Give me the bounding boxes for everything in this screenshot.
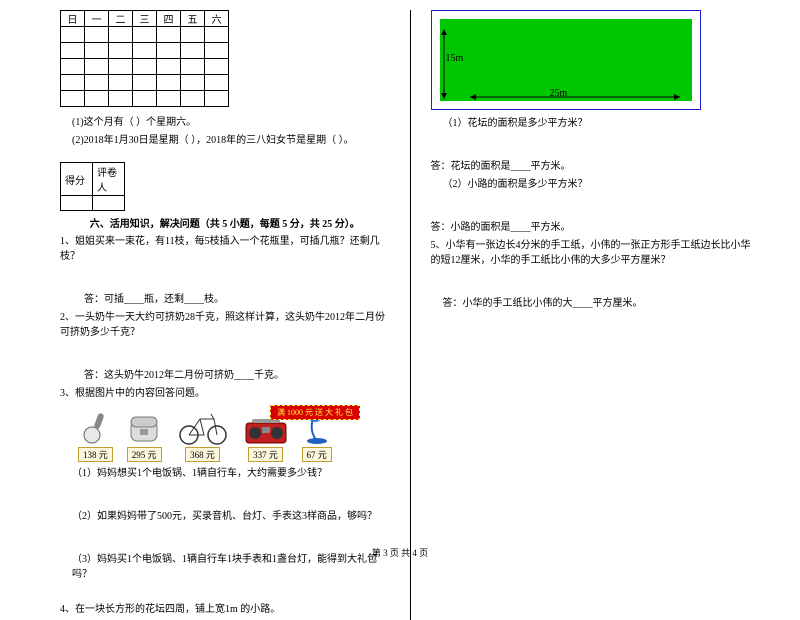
cal-hdr: 六 — [205, 11, 229, 27]
cal-hdr: 四 — [157, 11, 181, 27]
price-tag: 368 元 — [185, 447, 220, 462]
calendar-row — [61, 27, 229, 43]
question-1: 1、姐姐买来一束花，有11枝，每5枝插入一个花瓶里，可插几瓶？还剩几枝？ — [60, 234, 390, 264]
cal-hdr: 一 — [85, 11, 109, 27]
price-tag: 295 元 — [127, 447, 162, 462]
cal-question-1: (1)这个月有（ ）个星期六。 — [60, 115, 390, 130]
calendar-row — [61, 75, 229, 91]
score-label: 得分 — [61, 163, 93, 196]
question-5: 5、小华有一张边长4分米的手工纸，小伟的一张正方形手工纸边长比小华的短12厘米，… — [431, 238, 761, 268]
product-radio: 337 元 — [244, 417, 288, 462]
dim-lines-icon — [440, 19, 692, 101]
watch-icon — [82, 411, 108, 445]
product-watch: 138 元 — [78, 411, 113, 462]
section-6-title: 六、活用知识，解决问题（共 5 小题，每题 5 分，共 25 分）。 — [60, 215, 390, 230]
product-area: 满 1000 元 送 大 礼 包 138 元 295 元 — [60, 409, 390, 462]
question-3: 3、根据图片中的内容回答问题。 — [60, 386, 390, 401]
question-1-answer: 答：可插____瓶，还剩____枝。 — [60, 292, 390, 307]
price-tag: 67 元 — [302, 447, 332, 462]
right-q1: （1）花坛的面积是多少平方米？ — [431, 116, 761, 131]
cal-hdr: 五 — [181, 11, 205, 27]
question-5-answer: 答：小华的手工纸比小伟的大____平方厘米。 — [431, 296, 761, 311]
page-content: 日 一 二 三 四 五 六 (1)这个月有（ ）个星期六。 (2)2018年1月… — [0, 0, 800, 620]
cal-hdr: 三 — [133, 11, 157, 27]
question-2: 2、一头奶牛一天大约可挤奶28千克，照这样计算，这头奶牛2012年二月份可挤奶多… — [60, 310, 390, 340]
cal-question-2: (2)2018年1月30日是星期（ ），2018年的三八妇女节是星期（ ）。 — [60, 133, 390, 148]
garden-diagram: 15m 25m — [431, 10, 701, 110]
question-2-answer: 答：这头奶牛2012年二月份可挤奶____千克。 — [60, 368, 390, 383]
right-q2-answer: 答：小路的面积是____平方米。 — [431, 220, 761, 235]
cal-hdr: 日 — [61, 11, 85, 27]
ricecooker-icon — [127, 413, 161, 445]
calendar-row — [61, 91, 229, 107]
score-table: 得分 评卷人 — [60, 162, 125, 211]
calendar-row — [61, 59, 229, 75]
price-tag: 138 元 — [78, 447, 113, 462]
question-4: 4、在一块长方形的花坛四周，铺上宽1m 的小路。 — [60, 602, 390, 617]
right-q2: （2）小路的面积是多少平方米？ — [431, 177, 761, 192]
product-ricecooker: 295 元 — [127, 413, 162, 462]
page-footer: 第 3 页 共 4 页 — [0, 546, 800, 559]
reviewer-label: 评卷人 — [93, 163, 125, 196]
calendar-table: 日 一 二 三 四 五 六 — [60, 10, 229, 107]
price-tag: 337 元 — [248, 447, 283, 462]
radio-icon — [244, 417, 288, 445]
garden-green-rect: 15m 25m — [440, 19, 692, 101]
right-column: 15m 25m （1）花坛的面积是多少平方米？ 答：花坛的面积是____平方米。… — [411, 10, 761, 620]
cal-hdr: 二 — [109, 11, 133, 27]
bicycle-icon — [176, 409, 230, 445]
right-q1-answer: 答：花坛的面积是____平方米。 — [431, 159, 761, 174]
calendar-row — [61, 43, 229, 59]
question-3-2: （2）如果妈妈带了500元，买录音机、台灯、手表这3样商品，够吗？ — [60, 509, 390, 524]
promo-banner: 满 1000 元 送 大 礼 包 — [270, 405, 360, 420]
calendar-header-row: 日 一 二 三 四 五 六 — [61, 11, 229, 27]
product-bicycle: 368 元 — [176, 409, 230, 462]
left-column: 日 一 二 三 四 五 六 (1)这个月有（ ）个星期六。 (2)2018年1月… — [60, 10, 411, 620]
question-3-1: （1）妈妈想买1个电饭锅、1辆自行车，大约需要多少钱？ — [60, 466, 390, 481]
